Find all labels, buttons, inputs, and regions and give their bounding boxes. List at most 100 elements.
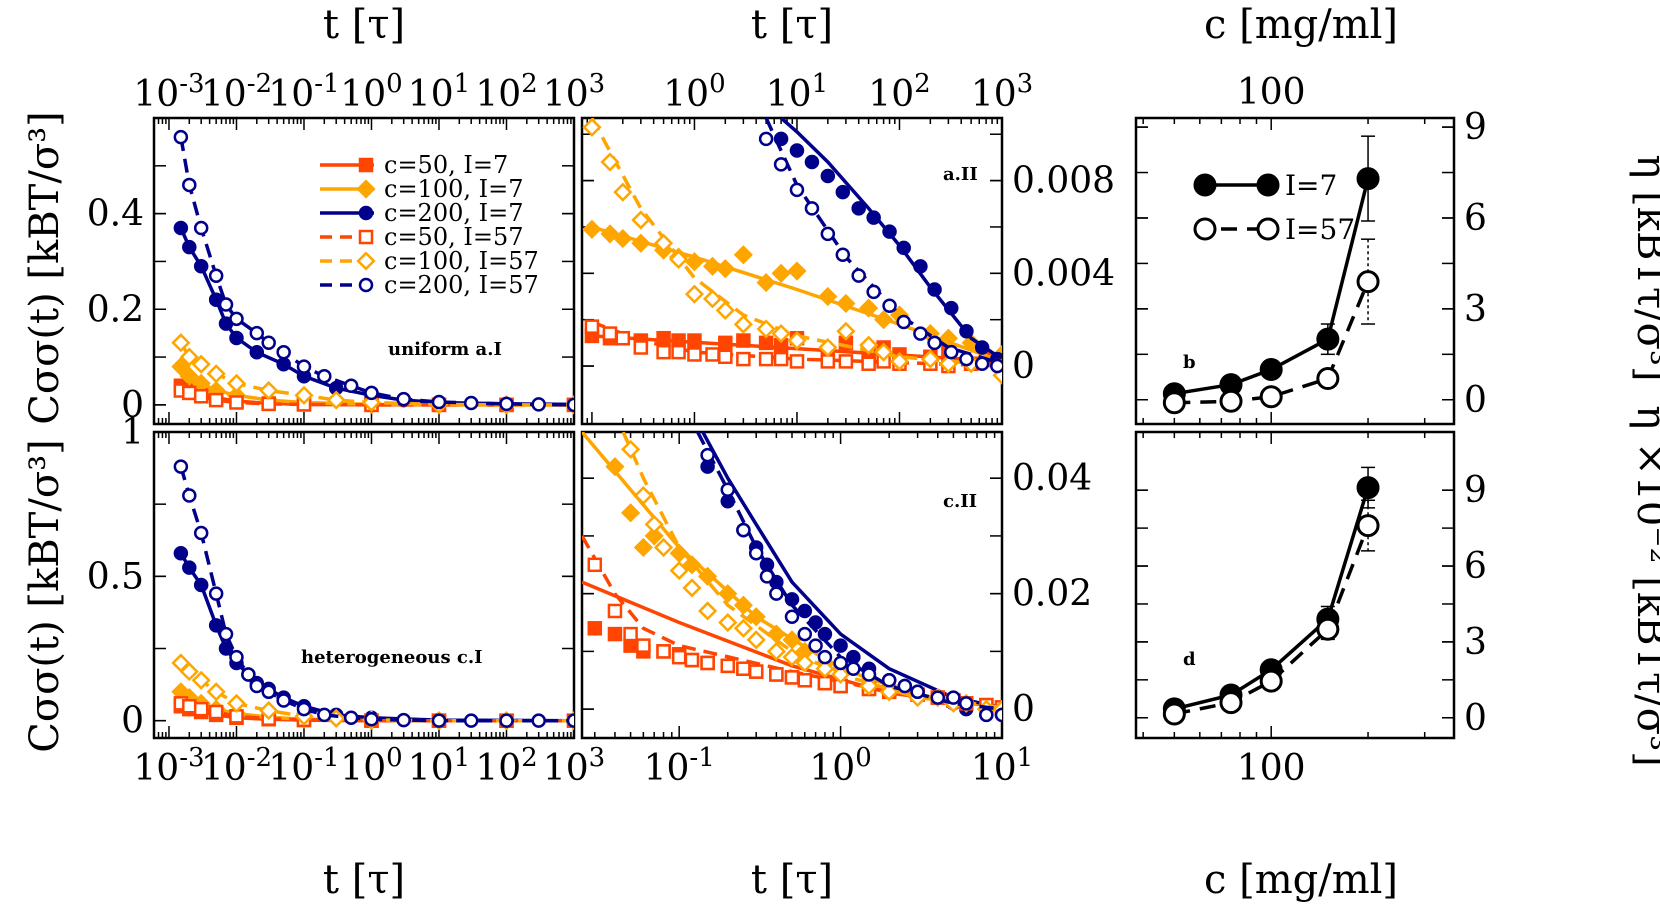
data-point-c200 (431, 713, 447, 728)
data-point-c200 (835, 247, 851, 263)
data-point-c200 (343, 710, 359, 726)
eta-point-I=57 (1316, 367, 1340, 391)
panel-tag-b: b (1183, 352, 1196, 373)
panel-tag-cI: heterogeneous c.I (301, 647, 483, 668)
y-tick-label: 0.4 (87, 194, 144, 235)
data-point-c200 (249, 325, 265, 341)
data-point-c50 (736, 351, 751, 367)
legend-b-marker (1193, 173, 1217, 197)
data-point-c100 (682, 578, 702, 598)
legend-a-marker (356, 179, 376, 199)
top-right-c-axis-title: c [mg/ml] (1204, 2, 1398, 48)
data-point-c50 (718, 349, 733, 365)
data-point-c100 (684, 284, 705, 304)
data-point-c200 (229, 330, 244, 346)
data-point-c100 (715, 300, 735, 320)
data-point-c200 (229, 311, 244, 327)
panel-tag-aI: uniform a.I (388, 339, 502, 360)
data-point-c200 (208, 586, 224, 601)
data-point-c200 (720, 482, 736, 497)
y-axis-title-b: η [kBTτ/σ³] (1628, 154, 1660, 381)
data-point-c100 (613, 182, 633, 202)
data-point-c100 (815, 659, 835, 679)
bottom-right-c-axis-title: c [mg/ml] (1204, 857, 1398, 903)
x-tick-label-top: 103 (971, 69, 1033, 115)
data-point-c200 (700, 447, 715, 463)
data-point-c200 (276, 345, 291, 360)
x-tick-label-top: 100 (340, 69, 402, 115)
bottom-mid-t-axis-title: t [τ] (751, 857, 833, 903)
data-point-c200 (927, 335, 942, 351)
data-point-c200 (343, 378, 359, 393)
x-tick-label-bottom: 102 (475, 743, 537, 789)
data-point-c50 (687, 333, 702, 348)
data-point-c200 (396, 391, 411, 407)
data-point-c200 (959, 351, 974, 367)
data-point-c50 (817, 675, 833, 691)
eta-point-I=57 (1356, 270, 1380, 294)
data-point-c100 (171, 357, 191, 377)
legend-b-marker (1193, 217, 1217, 241)
data-point-c200 (317, 707, 332, 723)
data-point-c200 (974, 356, 990, 371)
data-point-c200 (820, 226, 836, 242)
data-point-c50 (623, 638, 638, 653)
data-point-c100 (782, 647, 802, 667)
data-point-c200 (173, 545, 189, 561)
data-point-c100 (654, 233, 674, 253)
data-point-c100 (621, 439, 641, 459)
data-point-c100 (613, 228, 633, 249)
x-tick-label-bottom: 10-1 (644, 743, 715, 789)
y-tick-label: 6 (1464, 198, 1487, 239)
data-point-c50 (602, 326, 618, 341)
data-point-c200 (866, 284, 881, 300)
data-point-c200 (182, 488, 197, 503)
data-point-c200 (851, 201, 866, 216)
data-point-c50 (687, 347, 702, 362)
data-point-c200 (784, 609, 800, 625)
legend-a-label: c=50, I=7 (384, 151, 508, 179)
eta-point-I=57 (1316, 617, 1340, 641)
data-point-c200 (835, 184, 851, 200)
data-point-c200 (193, 258, 209, 274)
data-point-c100 (771, 263, 791, 283)
data-point-c100 (702, 289, 723, 309)
data-point-c50 (607, 603, 623, 619)
data-point-c50 (671, 649, 687, 665)
eta-point-I=57 (1219, 691, 1243, 715)
data-point-c100 (621, 503, 641, 523)
legend-a: c=50, I=7c=100, I=7c=200, I=7c=50, I=57c… (320, 151, 539, 299)
y-tick-label: 6 (1464, 546, 1487, 587)
series-line-c200-I57 (179, 466, 574, 723)
data-point-c200 (364, 711, 379, 727)
data-point-c200 (846, 649, 861, 665)
x-tick-label-bottom: 101 (971, 743, 1033, 789)
data-point-c50 (623, 626, 638, 642)
data-point-c50 (636, 638, 651, 653)
data-point-c50 (684, 652, 700, 668)
x-tick-label-top: 102 (475, 69, 537, 115)
data-point-c200 (396, 712, 411, 728)
data-point-c100 (644, 526, 664, 546)
data-point-c200 (173, 459, 189, 474)
panel-tag-cII: c.II (943, 491, 977, 512)
data-point-c50 (718, 335, 733, 351)
data-point-c200 (974, 340, 990, 355)
data-point-c100 (859, 676, 879, 696)
data-point-c100 (684, 252, 705, 272)
data-point-c200 (944, 344, 959, 360)
data-point-c50 (182, 698, 197, 714)
data-point-c100 (631, 233, 651, 253)
data-point-c100 (836, 321, 856, 341)
data-point-c100 (831, 664, 851, 685)
data-point-c200 (193, 525, 209, 541)
eta-point-I=57 (1356, 514, 1380, 538)
data-point-c200 (566, 713, 574, 728)
data-point-c200 (759, 569, 775, 584)
data-point-c200 (296, 359, 312, 374)
data-point-c200 (958, 696, 974, 711)
data-point-c50 (656, 330, 671, 346)
data-point-c200 (218, 297, 234, 312)
data-point-c200 (241, 667, 256, 682)
data-point-c200 (748, 545, 764, 561)
